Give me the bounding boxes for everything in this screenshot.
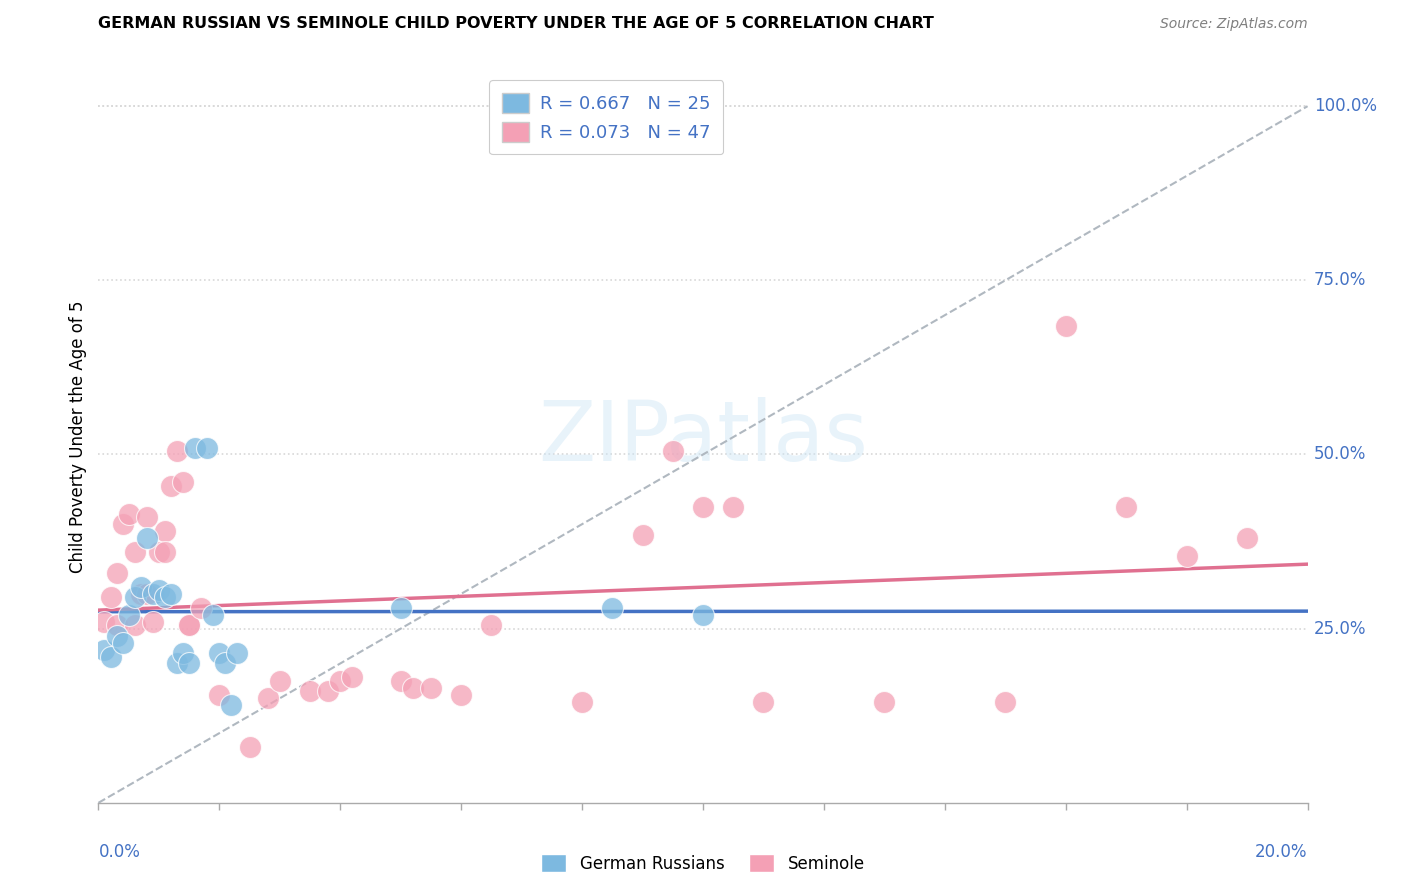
Point xyxy=(389,600,412,615)
Point xyxy=(135,510,157,524)
Text: 25.0%: 25.0% xyxy=(1313,620,1367,638)
Point xyxy=(721,500,744,514)
Point xyxy=(172,646,194,660)
Point xyxy=(135,587,157,601)
Point xyxy=(214,657,236,671)
Point xyxy=(208,688,231,702)
Text: Source: ZipAtlas.com: Source: ZipAtlas.com xyxy=(1160,17,1308,31)
Point xyxy=(195,441,218,455)
Text: 75.0%: 75.0% xyxy=(1313,271,1367,289)
Point xyxy=(342,670,364,684)
Point xyxy=(873,695,896,709)
Point xyxy=(450,688,472,702)
Point xyxy=(1175,549,1198,563)
Point xyxy=(631,527,654,541)
Point xyxy=(118,507,141,521)
Point xyxy=(177,657,201,671)
Point xyxy=(166,444,188,458)
Y-axis label: Child Poverty Under the Age of 5: Child Poverty Under the Age of 5 xyxy=(69,301,87,574)
Text: 0.0%: 0.0% xyxy=(98,843,141,861)
Point xyxy=(208,646,231,660)
Point xyxy=(172,475,194,490)
Point xyxy=(142,615,165,629)
Point xyxy=(299,684,322,698)
Text: GERMAN RUSSIAN VS SEMINOLE CHILD POVERTY UNDER THE AGE OF 5 CORRELATION CHART: GERMAN RUSSIAN VS SEMINOLE CHILD POVERTY… xyxy=(98,16,935,31)
Point xyxy=(148,545,170,559)
Point xyxy=(329,673,352,688)
Point xyxy=(124,618,146,632)
Point xyxy=(100,649,122,664)
Point xyxy=(93,642,115,657)
Legend: German Russians, Seminole: German Russians, Seminole xyxy=(534,847,872,880)
Point xyxy=(105,629,128,643)
Point xyxy=(692,500,714,514)
Point xyxy=(316,684,339,698)
Point xyxy=(124,591,146,605)
Point xyxy=(153,545,176,559)
Point xyxy=(142,587,165,601)
Point xyxy=(124,545,146,559)
Point xyxy=(118,607,141,622)
Point xyxy=(402,681,425,695)
Text: 50.0%: 50.0% xyxy=(1313,445,1367,464)
Point xyxy=(1236,531,1258,545)
Point xyxy=(153,591,176,605)
Point xyxy=(100,591,122,605)
Point xyxy=(184,441,207,455)
Point xyxy=(1054,318,1077,333)
Point xyxy=(202,607,225,622)
Point xyxy=(105,566,128,580)
Point xyxy=(135,531,157,545)
Point xyxy=(177,618,201,632)
Point xyxy=(994,695,1017,709)
Point xyxy=(160,479,183,493)
Point xyxy=(221,698,243,713)
Point xyxy=(239,740,262,755)
Point xyxy=(661,444,683,458)
Point xyxy=(419,681,441,695)
Point xyxy=(177,618,201,632)
Point xyxy=(389,673,412,688)
Point xyxy=(752,695,775,709)
Point xyxy=(226,646,249,660)
Point xyxy=(692,607,714,622)
Point xyxy=(166,657,188,671)
Point xyxy=(1115,500,1137,514)
Point xyxy=(571,695,593,709)
Legend: R = 0.667   N = 25, R = 0.073   N = 47: R = 0.667 N = 25, R = 0.073 N = 47 xyxy=(489,80,723,154)
Text: ZIPatlas: ZIPatlas xyxy=(538,397,868,477)
Point xyxy=(160,587,183,601)
Point xyxy=(148,583,170,598)
Point xyxy=(129,587,152,601)
Point xyxy=(256,691,278,706)
Point xyxy=(190,600,212,615)
Text: 100.0%: 100.0% xyxy=(1313,97,1376,115)
Point xyxy=(129,580,152,594)
Point xyxy=(602,600,624,615)
Point xyxy=(111,635,134,649)
Point xyxy=(105,618,128,632)
Point xyxy=(153,524,176,538)
Point xyxy=(481,618,503,632)
Point xyxy=(111,517,134,532)
Point xyxy=(93,615,115,629)
Text: 20.0%: 20.0% xyxy=(1256,843,1308,861)
Point xyxy=(269,673,291,688)
